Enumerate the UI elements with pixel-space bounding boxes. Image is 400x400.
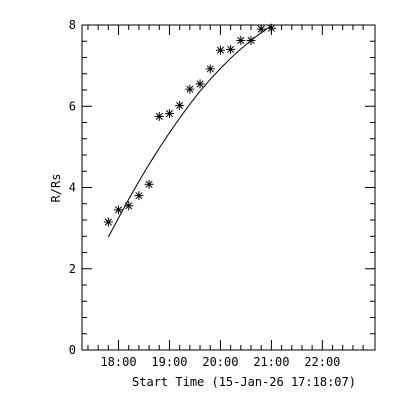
data-point <box>256 24 266 34</box>
tick-labels: 18:00 19:00 20:00 21:00 22:00 0 2 4 6 8 <box>69 18 341 369</box>
data-point <box>185 84 195 94</box>
x-tick-label: 19:00 <box>151 355 187 369</box>
data-point <box>164 109 174 119</box>
x-tick-label: 22:00 <box>304 355 340 369</box>
x-tick-label: 21:00 <box>253 355 289 369</box>
data-markers <box>103 23 276 227</box>
data-point <box>246 35 256 45</box>
fit-line <box>107 25 272 238</box>
data-point <box>205 64 215 74</box>
axis-ticks <box>82 24 375 351</box>
data-point <box>154 111 164 121</box>
data-point <box>226 44 236 54</box>
y-tick-label: 8 <box>69 18 76 32</box>
data-point <box>103 217 113 227</box>
data-point <box>236 35 246 45</box>
y-tick-label: 6 <box>69 99 76 113</box>
x-tick-label: 18:00 <box>100 355 136 369</box>
y-tick-label: 2 <box>69 262 76 276</box>
data-point <box>144 179 154 189</box>
y-tick-label: 0 <box>69 343 76 357</box>
data-point <box>266 23 276 33</box>
y-tick-label: 4 <box>69 181 76 195</box>
data-point <box>175 100 185 110</box>
data-point <box>124 201 134 211</box>
data-point <box>195 79 205 89</box>
plot-frame <box>81 24 376 351</box>
data-point <box>134 191 144 201</box>
data-point <box>215 45 225 55</box>
data-point <box>114 205 124 215</box>
x-axis-label: Start Time (15-Jan-26 17:18:07) <box>132 375 356 389</box>
y-axis-label: R/Rs <box>49 174 63 203</box>
x-tick-label: 20:00 <box>202 355 238 369</box>
